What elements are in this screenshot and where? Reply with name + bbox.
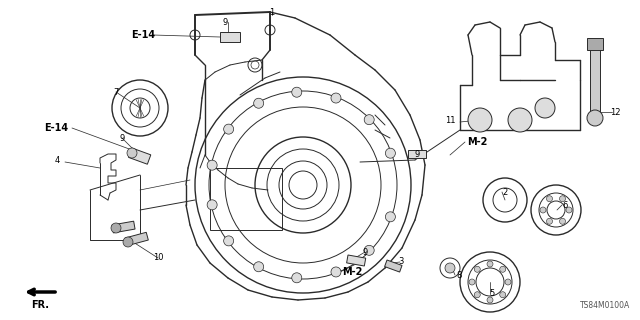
- Circle shape: [540, 207, 546, 213]
- Text: M-2: M-2: [342, 267, 362, 277]
- Text: 2: 2: [502, 188, 508, 196]
- Text: 9: 9: [120, 133, 125, 142]
- Circle shape: [223, 236, 234, 246]
- Text: TS84M0100A: TS84M0100A: [580, 301, 630, 310]
- Circle shape: [469, 279, 475, 285]
- Bar: [125, 232, 148, 246]
- Circle shape: [292, 87, 302, 97]
- Circle shape: [547, 196, 552, 202]
- Circle shape: [508, 108, 532, 132]
- Text: E-14: E-14: [131, 30, 155, 40]
- Circle shape: [207, 160, 217, 170]
- Circle shape: [364, 245, 374, 255]
- Text: 8: 8: [456, 270, 461, 279]
- Circle shape: [487, 261, 493, 267]
- Bar: [112, 221, 135, 233]
- Circle shape: [111, 223, 121, 233]
- Circle shape: [468, 108, 492, 132]
- Text: 9: 9: [222, 18, 228, 27]
- Bar: [590, 42, 600, 117]
- Text: 3: 3: [398, 258, 403, 267]
- Circle shape: [223, 124, 234, 134]
- Bar: [129, 148, 151, 164]
- Circle shape: [487, 297, 493, 303]
- Bar: [220, 32, 240, 42]
- Circle shape: [566, 207, 572, 213]
- Circle shape: [587, 110, 603, 126]
- Text: 9: 9: [362, 247, 367, 257]
- Circle shape: [207, 200, 217, 210]
- Text: 9: 9: [414, 149, 419, 158]
- Text: 1: 1: [269, 7, 275, 17]
- Circle shape: [127, 148, 137, 158]
- Circle shape: [331, 267, 341, 277]
- Bar: [408, 150, 426, 158]
- Circle shape: [253, 262, 264, 272]
- Text: 10: 10: [153, 253, 163, 262]
- Circle shape: [559, 218, 566, 224]
- Bar: [385, 260, 402, 272]
- Text: M-2: M-2: [467, 137, 488, 147]
- Circle shape: [559, 196, 566, 202]
- Circle shape: [364, 115, 374, 125]
- Bar: [587, 38, 603, 50]
- Text: 4: 4: [55, 156, 60, 164]
- Text: 11: 11: [445, 116, 456, 124]
- Circle shape: [547, 218, 552, 224]
- Text: 6: 6: [562, 201, 568, 210]
- Circle shape: [500, 266, 506, 272]
- Circle shape: [331, 93, 341, 103]
- Bar: [347, 255, 365, 266]
- Circle shape: [474, 266, 480, 272]
- Circle shape: [500, 292, 506, 298]
- Circle shape: [253, 98, 264, 108]
- Circle shape: [535, 98, 555, 118]
- Circle shape: [505, 279, 511, 285]
- Circle shape: [474, 292, 480, 298]
- Circle shape: [292, 273, 302, 283]
- Circle shape: [123, 237, 133, 247]
- Circle shape: [445, 263, 455, 273]
- Bar: [210, 168, 282, 230]
- Text: E-14: E-14: [44, 123, 68, 133]
- Circle shape: [385, 212, 396, 222]
- Text: 5: 5: [490, 290, 495, 299]
- Text: 12: 12: [610, 108, 621, 116]
- Circle shape: [385, 148, 396, 158]
- Text: 7: 7: [113, 87, 118, 97]
- Text: FR.: FR.: [31, 300, 49, 310]
